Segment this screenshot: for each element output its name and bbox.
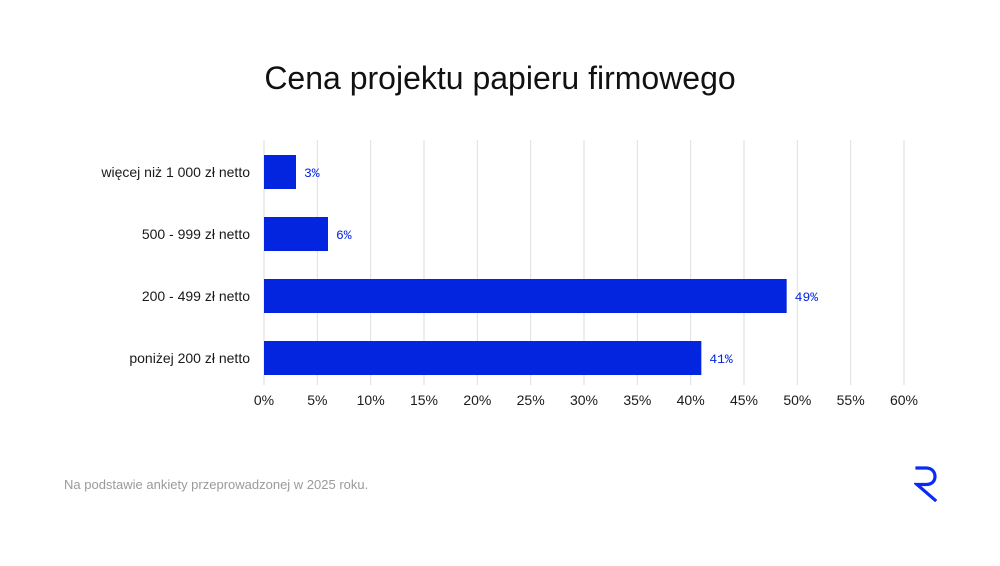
x-tick-label: 10% <box>357 392 385 408</box>
bar[interactable] <box>264 217 328 251</box>
bar[interactable] <box>264 341 702 375</box>
category-label: 200 - 499 zł netto <box>142 288 250 304</box>
value-label: 41% <box>709 352 733 367</box>
bar[interactable] <box>264 155 296 189</box>
bar[interactable] <box>264 279 787 313</box>
chart-title: Cena projektu papieru firmowego <box>264 60 736 96</box>
category-label: 500 - 999 zł netto <box>142 226 250 242</box>
value-label: 6% <box>336 228 352 243</box>
x-tick-label: 5% <box>307 392 327 408</box>
x-tick-label: 50% <box>783 392 811 408</box>
x-tick-label: 20% <box>463 392 491 408</box>
x-tick-label: 0% <box>254 392 274 408</box>
value-label: 3% <box>304 166 320 181</box>
x-tick-label: 35% <box>623 392 651 408</box>
x-tick-label: 40% <box>677 392 705 408</box>
x-tick-label: 45% <box>730 392 758 408</box>
x-tick-label: 25% <box>517 392 545 408</box>
bar-chart: 0% 5% 10% 15% 20% 25% 30% 35% 40% 45% 50% 55% 60% wię… <box>100 140 918 408</box>
x-tick-label: 15% <box>410 392 438 408</box>
x-tick-label: 55% <box>837 392 865 408</box>
category-label: poniżej 200 zł netto <box>129 350 250 366</box>
category-label: więcej niż 1 000 zł netto <box>100 164 250 180</box>
brand-logo-icon <box>914 466 938 502</box>
footnote: Na podstawie ankiety przeprowadzonej w 2… <box>64 477 369 492</box>
x-tick-label: 60% <box>890 392 918 408</box>
value-label: 49% <box>795 290 819 305</box>
x-tick-label: 30% <box>570 392 598 408</box>
